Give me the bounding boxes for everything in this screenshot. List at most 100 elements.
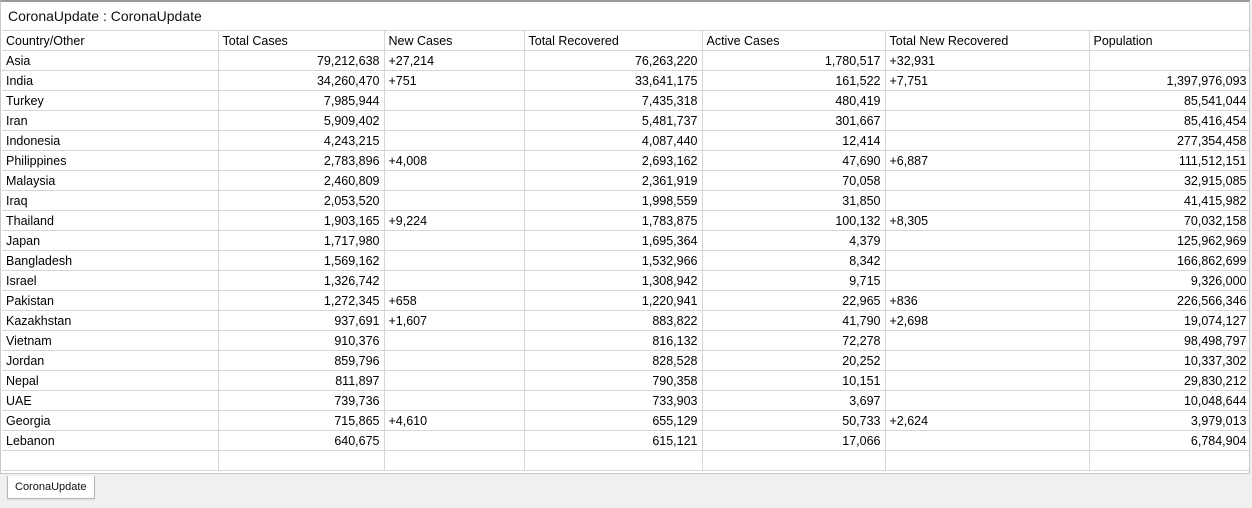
cell-new-cases	[384, 130, 525, 151]
table-row[interactable]: Bangladesh 1,569,162 1,532,966 8,342 166,862…	[2, 250, 1249, 271]
cell-total-cases: 34,260,470	[218, 70, 385, 91]
cell-country: Turkey	[2, 90, 219, 111]
table-row[interactable]: Lebanon 640,675 615,121 17,066 6,784,904	[2, 430, 1249, 451]
cell-total-cases: 1,569,162	[218, 250, 385, 271]
cell-total-cases: 2,053,520	[218, 190, 385, 211]
table-row[interactable]: Israel 1,326,742 1,308,942 9,715 9,326,000	[2, 270, 1249, 291]
table-row[interactable]: India 34,260,470 +751 33,641,175 161,522 +7,7…	[2, 70, 1249, 91]
cell-active-cases: 9,715	[702, 270, 886, 291]
cell-total-cases: 640,675	[218, 430, 385, 451]
cell-total-new-recovered	[885, 450, 1090, 471]
cell-new-cases: +27,214	[384, 50, 525, 71]
cell-total-recovered: 1,220,941	[524, 290, 703, 311]
table-row[interactable]: Pakistan 1,272,345 +658 1,220,941 22,965 +836…	[2, 290, 1249, 311]
cell-active-cases: 17,066	[702, 430, 886, 451]
cell-country: Malaysia	[2, 170, 219, 191]
cell-total-recovered: 76,263,220	[524, 50, 703, 71]
cell-population: 10,337,302	[1089, 350, 1249, 371]
sheet-tab-coronaupdate[interactable]: CoronaUpdate	[7, 476, 95, 499]
cell-population: 1,397,976,093	[1089, 70, 1249, 91]
cell-active-cases: 8,342	[702, 250, 886, 271]
cell-total-recovered: 5,481,737	[524, 110, 703, 131]
cell-total-new-recovered	[885, 170, 1090, 191]
cell-population	[1089, 450, 1249, 471]
table-row[interactable]: Malaysia 2,460,809 2,361,919 70,058 32,915,0…	[2, 170, 1249, 191]
cell-total-recovered: 883,822	[524, 310, 703, 331]
table-row[interactable]: Nepal 811,897 790,358 10,151 29,830,212	[2, 370, 1249, 391]
cell-population: 98,498,797	[1089, 330, 1249, 351]
table-row[interactable]: Iran 5,909,402 5,481,737 301,667 85,416,454	[2, 110, 1249, 131]
table-row[interactable]: Iraq 2,053,520 1,998,559 31,850 41,415,982	[2, 190, 1249, 211]
cell-country: Kazakhstan	[2, 310, 219, 331]
cell-new-cases: +4,008	[384, 150, 525, 171]
cell-country: Vietnam	[2, 330, 219, 351]
column-header-total-cases[interactable]: Total Cases	[218, 30, 385, 51]
cell-active-cases: 4,379	[702, 230, 886, 251]
cell-total-cases	[218, 450, 385, 471]
cell-new-cases: +9,224	[384, 210, 525, 231]
cell-total-new-recovered	[885, 190, 1090, 211]
cell-total-cases: 1,717,980	[218, 230, 385, 251]
table-row[interactable]: Philippines 2,783,896 +4,008 2,693,162 47,69…	[2, 150, 1249, 171]
cell-country: Pakistan	[2, 290, 219, 311]
cell-total-cases: 5,909,402	[218, 110, 385, 131]
table-row[interactable]: Kazakhstan 937,691 +1,607 883,822 41,790 +2,6…	[2, 310, 1249, 331]
cell-active-cases: 12,414	[702, 130, 886, 151]
sheet-tab-bar: CoronaUpdate	[0, 474, 1252, 508]
cell-new-cases	[384, 170, 525, 191]
cell-population	[1089, 50, 1249, 71]
cell-active-cases: 100,132	[702, 210, 886, 231]
data-grid[interactable]: Country/Other Total Cases New Cases Total R…	[2, 30, 1249, 473]
table-row[interactable]	[2, 450, 1249, 471]
cell-population: 29,830,212	[1089, 370, 1249, 391]
cell-total-new-recovered	[885, 430, 1090, 451]
cell-country: Japan	[2, 230, 219, 251]
table-row[interactable]: Asia 79,212,638 +27,214 76,263,220 1,780,517…	[2, 50, 1249, 71]
cell-total-cases: 1,326,742	[218, 270, 385, 291]
cell-active-cases: 72,278	[702, 330, 886, 351]
cell-new-cases	[384, 330, 525, 351]
column-header-active-cases[interactable]: Active Cases	[702, 30, 886, 51]
column-header-new-cases[interactable]: New Cases	[384, 30, 525, 51]
table-row[interactable]: Jordan 859,796 828,528 20,252 10,337,302	[2, 350, 1249, 371]
cell-total-new-recovered	[885, 350, 1090, 371]
cell-total-recovered	[524, 450, 703, 471]
cell-total-cases: 811,897	[218, 370, 385, 391]
cell-total-cases: 7,985,944	[218, 90, 385, 111]
table-body: Asia 79,212,638 +27,214 76,263,220 1,780,517…	[2, 50, 1249, 471]
cell-total-new-recovered: +7,751	[885, 70, 1090, 91]
column-header-total-recovered[interactable]: Total Recovered	[524, 30, 703, 51]
cell-country: Lebanon	[2, 430, 219, 451]
cell-active-cases	[702, 450, 886, 471]
cell-population: 9,326,000	[1089, 270, 1249, 291]
cell-total-new-recovered	[885, 370, 1090, 391]
cell-total-new-recovered	[885, 130, 1090, 151]
column-header-total-new-recovered[interactable]: Total New Recovered	[885, 30, 1090, 51]
table-row[interactable]: Thailand 1,903,165 +9,224 1,783,875 100,132 +…	[2, 210, 1249, 231]
cell-country: Bangladesh	[2, 250, 219, 271]
table-header-row: Country/Other Total Cases New Cases Total R…	[2, 30, 1249, 51]
cell-new-cases	[384, 450, 525, 471]
table-row[interactable]: Indonesia 4,243,215 4,087,440 12,414 277,354…	[2, 130, 1249, 151]
cell-total-new-recovered	[885, 90, 1090, 111]
table-row[interactable]: Turkey 7,985,944 7,435,318 480,419 85,541,04…	[2, 90, 1249, 111]
table-row[interactable]: Georgia 715,865 +4,610 655,129 50,733 +2,624 3…	[2, 410, 1249, 431]
column-header-population[interactable]: Population	[1089, 30, 1249, 51]
cell-active-cases: 301,667	[702, 110, 886, 131]
cell-country: UAE	[2, 390, 219, 411]
cell-total-new-recovered: +2,624	[885, 410, 1090, 431]
cell-new-cases	[384, 110, 525, 131]
cell-country: Indonesia	[2, 130, 219, 151]
cell-total-cases: 1,903,165	[218, 210, 385, 231]
cell-active-cases: 161,522	[702, 70, 886, 91]
cell-population: 85,541,044	[1089, 90, 1249, 111]
table-row[interactable]: Vietnam 910,376 816,132 72,278 98,498,797	[2, 330, 1249, 351]
cell-total-cases: 715,865	[218, 410, 385, 431]
cell-new-cases: +1,607	[384, 310, 525, 331]
column-header-country[interactable]: Country/Other	[2, 30, 219, 51]
cell-population: 32,915,085	[1089, 170, 1249, 191]
table-row[interactable]: UAE 739,736 733,903 3,697 10,048,644	[2, 390, 1249, 411]
table-row[interactable]: Japan 1,717,980 1,695,364 4,379 125,962,969	[2, 230, 1249, 251]
cell-total-cases: 2,783,896	[218, 150, 385, 171]
cell-active-cases: 3,697	[702, 390, 886, 411]
